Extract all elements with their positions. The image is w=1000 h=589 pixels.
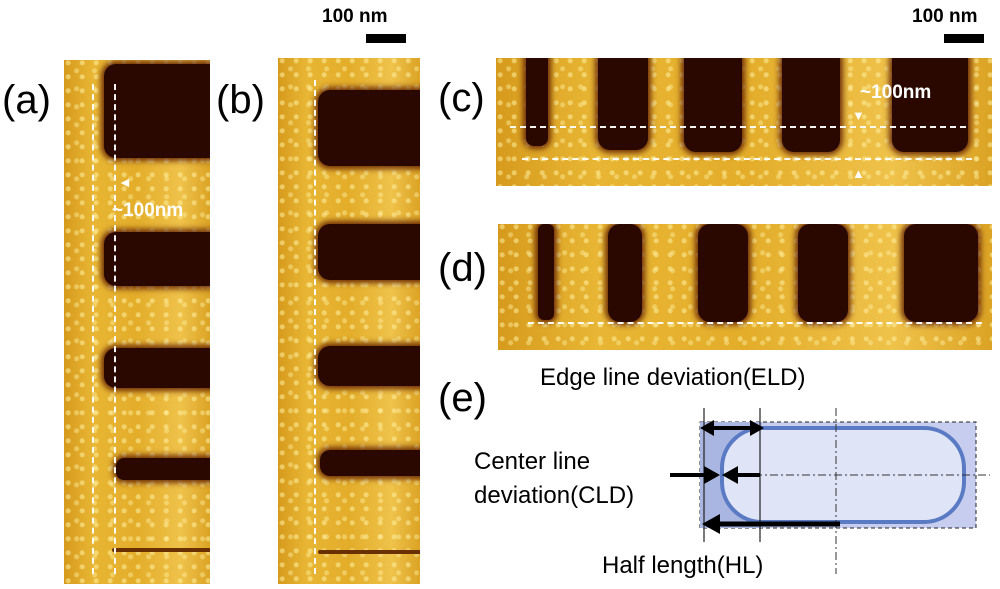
diagram-hl-arrow-head [702,514,720,534]
afm-a-bar-1 [104,64,210,158]
panel-label-e: (e) [438,376,487,420]
scale-bar-label-left: 100 nm [322,6,388,27]
afm-d-bar-3 [698,224,748,322]
diagram-cld-arrow-left-head [704,466,720,484]
afm-image-b [278,58,420,584]
afm-c-arrow-down: ▼ [852,108,865,123]
afm-c-bar-2 [598,58,648,150]
deviation-diagram [670,408,990,574]
afm-a-arrow-marker: ◄ [118,174,132,190]
panel-label-b: (b) [216,78,265,122]
panel-label-d: (d) [438,246,487,290]
afm-c-dashed-line-top [510,126,966,128]
center-line-deviation-label-line1: Center line [474,448,591,475]
afm-image-d [498,224,992,350]
diagram-cld-arrow-right-head [722,466,738,484]
half-length-label: Half length(HL) [602,552,764,579]
afm-d-dashed-line [528,322,982,324]
afm-d-bar-5 [904,224,978,322]
afm-a-bar-5 [112,548,210,552]
afm-d-bar-1 [538,224,554,320]
afm-c-dashed-line-bottom [522,158,972,160]
afm-c-arrow-up: ▲ [852,166,865,181]
afm-a-bar-2 [104,232,210,286]
diagram-eld-arrow-head-left [700,420,714,436]
edge-line-deviation-label: Edge line deviation(ELD) [540,364,806,391]
afm-image-a: ◄ [64,60,210,584]
afm-b-bar-5 [318,550,420,554]
afm-a-dashed-line-left [92,84,94,574]
afm-c-bar-3 [684,58,742,152]
afm-b-bar-3 [318,346,420,386]
scale-bar-left [366,34,406,43]
scale-bar-right [944,34,984,43]
afm-b-bar-4 [320,450,420,476]
diagram-eld-arrow-head-right [750,420,764,436]
afm-d-bar-2 [608,224,642,322]
afm-a-gap-label: ~100nm [112,200,184,221]
afm-a-bar-3 [104,348,210,388]
panel-label-a: (a) [2,78,51,122]
afm-d-bar-4 [798,224,848,322]
scale-bar-label-right: 100 nm [912,6,978,27]
afm-c-bar-4 [782,58,840,152]
afm-c-gap-label: ~100nm [860,82,932,103]
afm-a-bar-4 [116,458,210,480]
afm-a-dashed-line-right [114,84,116,574]
panel-label-c: (c) [438,76,485,120]
center-line-deviation-label-line2: deviation(CLD) [474,482,635,509]
afm-b-dashed-line [314,80,316,574]
afm-b-bar-1 [318,90,420,166]
afm-c-bar-1 [526,58,548,146]
afm-image-c: ▼ ▲ [496,58,992,186]
afm-c-bar-5 [892,58,968,152]
afm-b-bar-2 [318,224,420,280]
